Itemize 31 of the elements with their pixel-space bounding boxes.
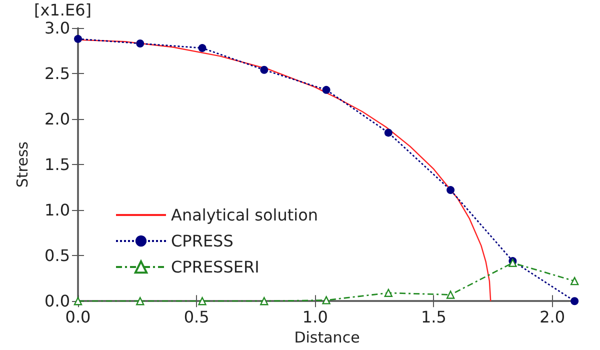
y-tick-label: 1.5	[44, 155, 70, 174]
point	[446, 186, 455, 194]
point	[260, 297, 268, 306]
point	[260, 66, 268, 74]
x-tick-label: 1.0	[302, 308, 328, 327]
point	[322, 296, 330, 304]
y-axis-title: Stress	[14, 141, 32, 188]
point	[198, 44, 206, 52]
x-tick-label: 2.0	[540, 308, 566, 327]
point	[570, 297, 579, 306]
point	[446, 290, 455, 299]
x-tick-label: 1.5	[420, 308, 446, 327]
y-tick-label: 1.0	[44, 200, 70, 220]
point	[74, 34, 82, 43]
y-tick-label: 2.5	[44, 64, 70, 84]
point	[136, 39, 144, 48]
x-axis-title: Distance	[294, 328, 360, 346]
point	[136, 297, 144, 306]
point	[198, 297, 206, 306]
y-tick-label: 3.0	[44, 18, 70, 38]
point	[384, 128, 392, 137]
point	[322, 86, 330, 94]
y-tick-label: 0.5	[44, 246, 70, 266]
text: [x1.E6]	[34, 0, 92, 20]
legend-label: Analytical solution	[171, 206, 318, 224]
point	[384, 288, 393, 298]
point	[570, 276, 579, 286]
legend-label: CPRESSERI	[171, 258, 260, 276]
legend-label: CPRESS	[171, 232, 234, 250]
x-tick-label: 0.5	[184, 308, 210, 327]
y-tick-label: 2.0	[44, 110, 70, 129]
